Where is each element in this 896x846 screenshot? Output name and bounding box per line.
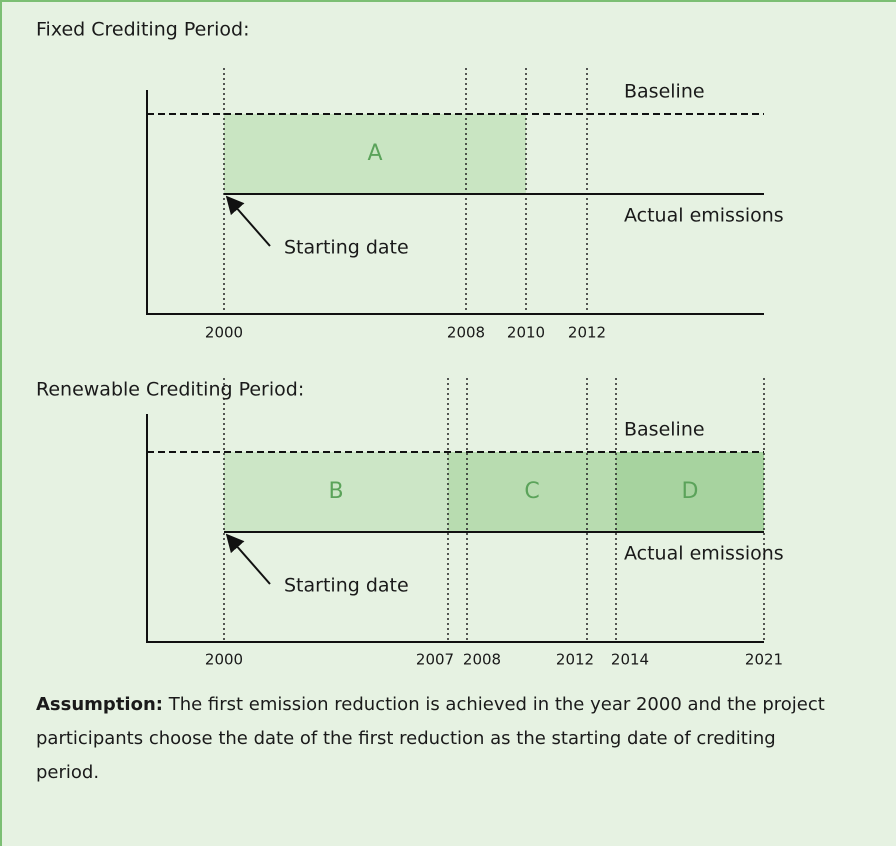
section-title: Fixed Crediting Period: bbox=[36, 19, 249, 41]
start-label: Starting date bbox=[284, 575, 409, 597]
year-label: 2012 bbox=[568, 324, 606, 342]
baseline-label: Baseline bbox=[624, 81, 705, 103]
start-arrow bbox=[225, 533, 271, 585]
actual-label: Actual emissions bbox=[624, 205, 784, 227]
actual-label: Actual emissions bbox=[624, 543, 784, 565]
year-label: 2014 bbox=[611, 651, 649, 669]
year-label: 2007 bbox=[416, 651, 454, 669]
year-label: 2000 bbox=[205, 651, 243, 669]
section-title: Renewable Crediting Period: bbox=[36, 379, 304, 401]
region bbox=[448, 452, 616, 532]
start-label: Starting date bbox=[284, 237, 409, 259]
year-label: 2008 bbox=[463, 651, 501, 669]
start-arrow bbox=[225, 195, 271, 247]
region bbox=[224, 114, 526, 194]
region bbox=[616, 452, 764, 532]
baseline-label: Baseline bbox=[624, 419, 705, 441]
year-label: 2008 bbox=[447, 324, 485, 342]
region-label: B bbox=[328, 479, 343, 504]
assumption-note: Assumption: The first emission reduction… bbox=[36, 688, 836, 790]
region-label: C bbox=[524, 479, 539, 504]
region-label: A bbox=[367, 141, 382, 166]
year-label: 2010 bbox=[507, 324, 545, 342]
note-text: The first emission reduction is achieved… bbox=[36, 694, 825, 783]
year-label: 2000 bbox=[205, 324, 243, 342]
note-label: Assumption: bbox=[36, 694, 163, 715]
year-label: 2012 bbox=[556, 651, 594, 669]
region bbox=[224, 452, 448, 532]
region-label: D bbox=[682, 479, 699, 504]
year-label: 2021 bbox=[745, 651, 783, 669]
